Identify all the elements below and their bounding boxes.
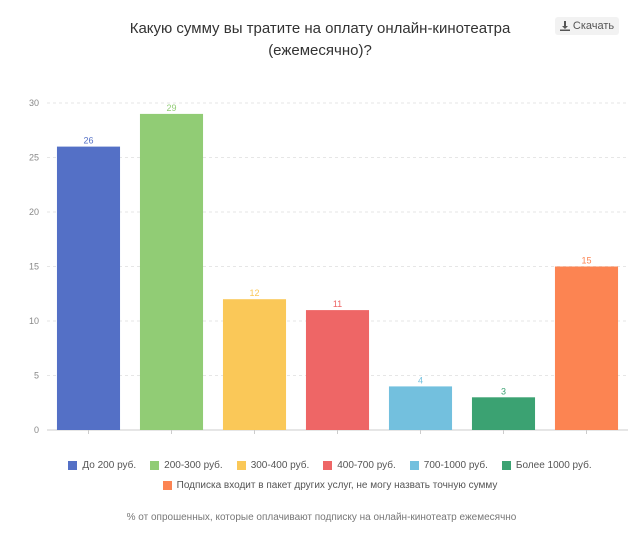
y-tick-label: 5 xyxy=(34,371,39,381)
legend-swatch xyxy=(501,461,511,470)
legend: До 200 руб. 200-300 руб. 300-400 руб. 40… xyxy=(40,460,620,500)
legend-label: 300-400 руб. xyxy=(250,460,310,471)
legend-label: Подписка входит в пакет других услуг, не… xyxy=(176,480,498,491)
chart-title-line-1: Какую сумму вы тратите на оплату онлайн-… xyxy=(129,20,511,37)
legend-swatch xyxy=(162,481,172,490)
chart-title: Какую сумму вы тратите на оплату онлайн-… xyxy=(100,18,540,62)
download-label: Скачать xyxy=(572,20,615,32)
legend-swatch xyxy=(236,461,246,470)
legend-label: 200-300 руб. xyxy=(164,460,223,471)
data-label: 4 xyxy=(418,375,423,385)
data-label: 12 xyxy=(249,288,259,298)
bar-chart: 0 5 10 15 20 25 30 26 29 12 11 4 3 15 xyxy=(29,98,628,435)
legend-item[interactable]: 400-700 руб. xyxy=(323,460,396,471)
legend-item[interactable]: 200-300 руб. xyxy=(150,460,223,471)
download-icon xyxy=(559,21,570,31)
legend-swatch xyxy=(68,461,78,470)
y-tick-label: 30 xyxy=(29,98,39,108)
legend-item[interactable]: Более 1000 руб. xyxy=(501,460,592,471)
y-tick-label: 10 xyxy=(29,316,39,326)
data-label: 29 xyxy=(166,103,176,113)
legend-swatch xyxy=(323,461,333,470)
bar xyxy=(139,113,204,431)
bar xyxy=(471,397,536,430)
data-label: 3 xyxy=(501,386,506,396)
legend-item[interactable]: 700-1000 руб. xyxy=(409,460,488,471)
y-tick-label: 15 xyxy=(29,262,39,272)
bar xyxy=(554,266,619,430)
legend-label: 400-700 руб. xyxy=(337,460,396,471)
legend-item[interactable]: Подписка входит в пакет других услуг, не… xyxy=(162,480,498,491)
bar xyxy=(388,386,453,430)
legend-row-1: До 200 руб. 200-300 руб. 300-400 руб. 40… xyxy=(40,460,620,471)
download-button[interactable]: Скачать xyxy=(555,17,619,35)
chart-footnote: % от опрошенных, которые оплачивают подп… xyxy=(126,512,517,523)
data-label: 11 xyxy=(333,299,342,309)
legend-label: Более 1000 руб. xyxy=(515,460,592,471)
data-label: 15 xyxy=(581,256,591,266)
y-tick-label: 25 xyxy=(29,153,39,163)
legend-item[interactable]: До 200 руб. xyxy=(68,460,136,471)
legend-label: До 200 руб. xyxy=(82,460,137,471)
y-tick-label: 20 xyxy=(29,207,39,217)
bar xyxy=(222,299,287,430)
legend-swatch xyxy=(150,461,160,470)
chart-title-line-2: (ежемесячно)? xyxy=(268,42,372,59)
data-label: 26 xyxy=(83,136,93,146)
legend-swatch xyxy=(409,461,419,470)
bar xyxy=(56,146,121,430)
legend-item[interactable]: 300-400 руб. xyxy=(236,460,310,471)
y-tick-label: 0 xyxy=(34,425,39,435)
legend-label: 700-1000 руб. xyxy=(423,460,488,471)
legend-row-2: Подписка входит в пакет других услуг, не… xyxy=(40,480,620,491)
bar xyxy=(305,310,370,430)
